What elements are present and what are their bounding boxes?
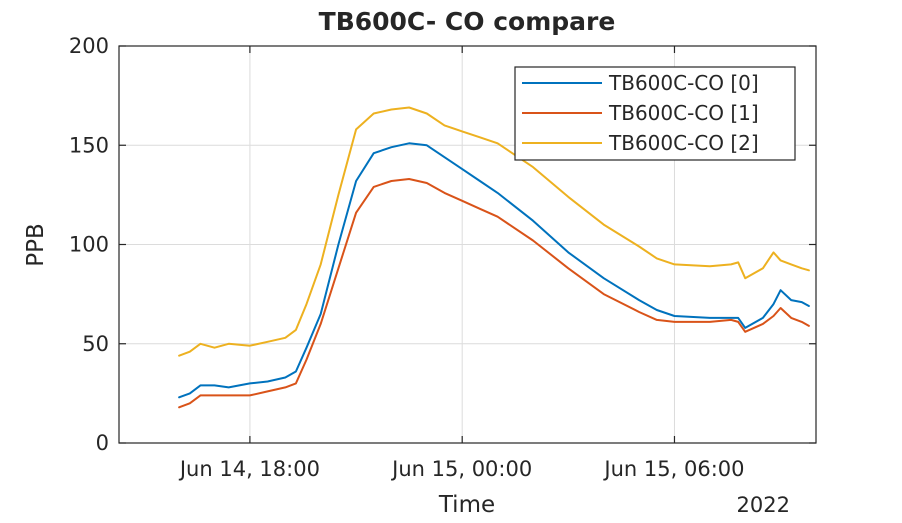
legend-entry-2: TB600C-CO [2] [522, 131, 759, 155]
series-line-0 [178, 142, 810, 399]
y-tick-label: 0 [96, 431, 109, 455]
legend-label-0: TB600C-CO [0] [608, 71, 759, 95]
y-tick-label: 50 [82, 332, 109, 356]
legend-label-1: TB600C-CO [1] [608, 101, 759, 125]
legend-entry-0: TB600C-CO [0] [522, 71, 759, 95]
x-tick-label: Jun 15, 00:00 [390, 457, 532, 481]
chart-title: TB600C- CO compare [319, 7, 616, 36]
legend-entry-1: TB600C-CO [1] [522, 101, 759, 125]
axis-ticks: 0 50 100 150 200 Jun 14, 18:00 Jun 15, 00:00 Ju… [69, 34, 816, 481]
x-axis-year-label: 2022 [737, 493, 790, 517]
series-line-1 [178, 178, 810, 409]
y-axis-label: PPB [23, 223, 49, 267]
series-line-2 [178, 106, 810, 357]
x-axis-label: Time [438, 492, 495, 518]
series-lines [178, 106, 810, 409]
legend-label-2: TB600C-CO [2] [608, 131, 759, 155]
x-tick-label: Jun 14, 18:00 [178, 457, 320, 481]
y-tick-label: 100 [69, 233, 109, 257]
y-tick-label: 200 [69, 34, 109, 58]
y-tick-label: 150 [69, 133, 109, 157]
x-tick-label: Jun 15, 06:00 [602, 457, 744, 481]
legend: TB600C-CO [0] TB600C-CO [1] TB600C-CO [2… [514, 66, 796, 161]
